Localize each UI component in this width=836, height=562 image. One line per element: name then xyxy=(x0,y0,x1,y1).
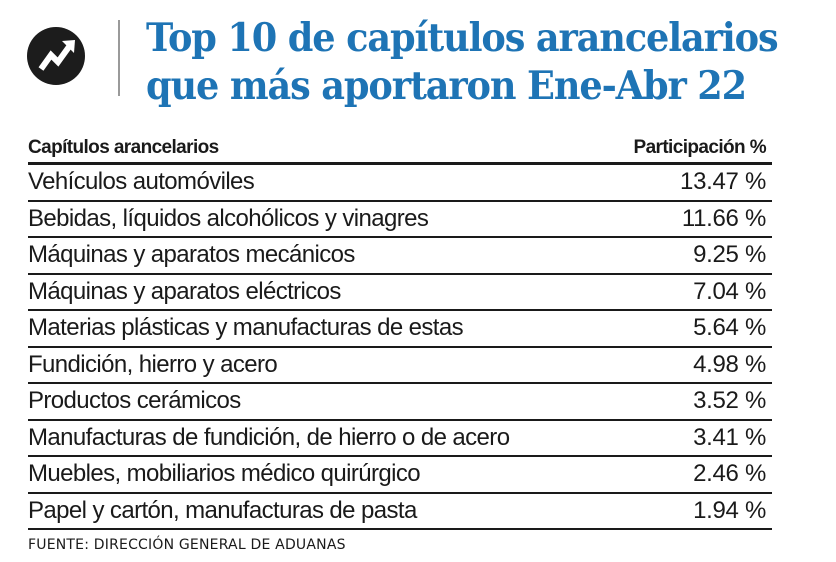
table-body: Vehículos automóviles 13.47 % Bebidas, líq… xyxy=(28,165,772,530)
row-value-label: 4.98 % xyxy=(693,350,766,378)
row-value-label: 3.41 % xyxy=(693,423,766,451)
table-row: Manufacturas de fundición, de hierro o d… xyxy=(28,421,772,457)
row-value-label: 7.04 % xyxy=(693,277,766,305)
header-divider xyxy=(118,20,120,96)
row-value-label: 13.47 % xyxy=(680,168,766,196)
column-header-value: Participación % xyxy=(633,137,767,158)
table-row: Fundición, hierro y acero 4.98 % xyxy=(28,348,772,384)
table-row: Muebles, mobiliarios médico quirúrgico 2.… xyxy=(28,457,772,494)
row-category-label: Muebles, mobiliarios médico quirúrgico xyxy=(28,460,421,488)
table-row: Máquinas y aparatos eléctricos 7.04 % xyxy=(28,275,772,311)
row-value-label: 5.64 % xyxy=(693,314,766,342)
row-value-label: 3.52 % xyxy=(693,387,766,415)
row-value-label: 9.25 % xyxy=(693,241,766,269)
page-title: Top 10 de capítulos arancelarios que más… xyxy=(146,14,785,110)
row-value-label: 1.94 % xyxy=(693,496,766,524)
data-table: Capítulos arancelarios Participación % V… xyxy=(28,133,772,530)
row-category-label: Manufacturas de fundición, de hierro o d… xyxy=(28,423,510,451)
title-line-1: Top 10 de capítulos arancelarios xyxy=(146,15,779,61)
row-category-label: Vehículos automóviles xyxy=(28,168,255,196)
row-category-label: Materias plásticas y manufacturas de est… xyxy=(28,314,464,342)
table-row: Bebidas, líquidos alcohólicos y vinagres… xyxy=(28,202,772,238)
table-header-row: Capítulos arancelarios Participación % xyxy=(28,133,772,165)
row-category-label: Máquinas y aparatos mecánicos xyxy=(28,241,355,269)
row-category-label: Papel y cartón, manufacturas de pasta xyxy=(28,496,417,524)
row-value-label: 11.66 % xyxy=(681,204,766,232)
column-header-name: Capítulos arancelarios xyxy=(28,137,219,158)
table-row: Vehículos automóviles 13.47 % xyxy=(28,165,772,202)
title-line-2: que más aportaron Ene-Abr 22 xyxy=(146,63,747,109)
table-row: Materias plásticas y manufacturas de est… xyxy=(28,311,772,348)
table-row: Máquinas y aparatos mecánicos 9.25 % xyxy=(28,238,772,275)
row-category-label: Fundición, hierro y acero xyxy=(28,350,278,378)
row-category-label: Máquinas y aparatos eléctricos xyxy=(28,277,341,305)
source-note: FUENTE: DIRECCIÓN GENERAL DE ADUANAS xyxy=(28,537,346,553)
row-value-label: 2.46 % xyxy=(693,460,766,488)
trending-up-arrow-icon xyxy=(27,27,85,85)
table-row: Papel y cartón, manufacturas de pasta 1.9… xyxy=(28,494,772,530)
row-category-label: Bebidas, líquidos alcohólicos y vinagres xyxy=(28,204,429,232)
table-row: Productos cerámicos 3.52 % xyxy=(28,384,772,421)
row-category-label: Productos cerámicos xyxy=(28,387,241,415)
